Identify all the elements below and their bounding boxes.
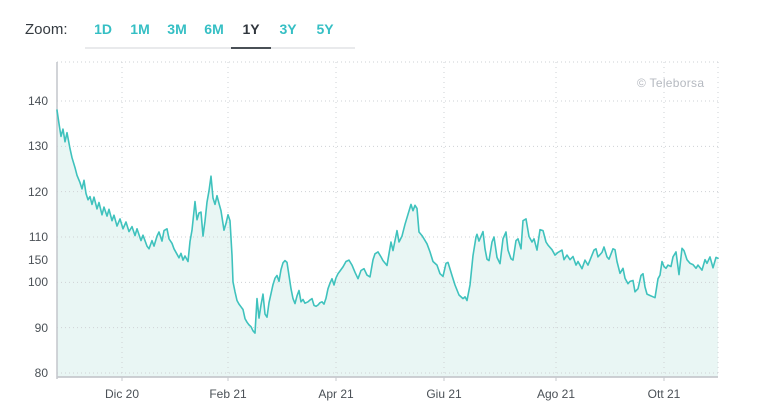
zoom-label: Zoom: xyxy=(25,21,68,38)
x-axis-label-Giu-21: Giu 21 xyxy=(426,387,462,401)
x-axis-label-Ott-21: Ott 21 xyxy=(647,387,681,401)
zoom-range-buttons: 1D 1M 3M 6M 1Y 3Y 5Y xyxy=(84,21,355,49)
zoom-range-3m[interactable]: 3M xyxy=(159,21,196,38)
y-axis-label-130: 130 xyxy=(27,139,48,154)
y-axis-label-120: 120 xyxy=(27,184,48,199)
price-line xyxy=(56,109,719,334)
x-axis-label-Ago-21: Ago 21 xyxy=(536,387,576,401)
x-axis-label-Feb-21: Feb 21 xyxy=(209,387,247,401)
zoom-toolbar: Zoom: 1D 1M 3M 6M 1Y 3Y 5Y xyxy=(25,21,355,49)
y-axis-label-140: 140 xyxy=(27,94,48,108)
zoom-range-1y[interactable]: 1Y xyxy=(231,21,272,49)
zoom-range-6m[interactable]: 6M xyxy=(196,21,233,38)
zoom-range-1m[interactable]: 1M xyxy=(122,21,159,38)
y-axis-label-150: 150 xyxy=(27,253,48,268)
y-axis-label-90: 90 xyxy=(34,320,48,335)
zoom-range-1d[interactable]: 1D xyxy=(85,21,122,38)
x-axis-label-Dic-20: Dic 20 xyxy=(104,387,139,401)
active-range-underline xyxy=(231,47,272,49)
y-axis-label-100: 100 xyxy=(27,275,48,290)
zoom-range-3y[interactable]: 3Y xyxy=(270,21,307,38)
zoom-toolbar-divider xyxy=(84,47,355,49)
zoom-range-5y[interactable]: 5Y xyxy=(307,21,344,38)
x-axis-label-Apr-21: Apr 21 xyxy=(318,387,354,401)
y-axis-label-80: 80 xyxy=(34,365,48,380)
watermark: © Teleborsa xyxy=(637,76,705,90)
y-axis-label-110: 110 xyxy=(28,229,48,244)
price-area-fill xyxy=(57,110,718,377)
